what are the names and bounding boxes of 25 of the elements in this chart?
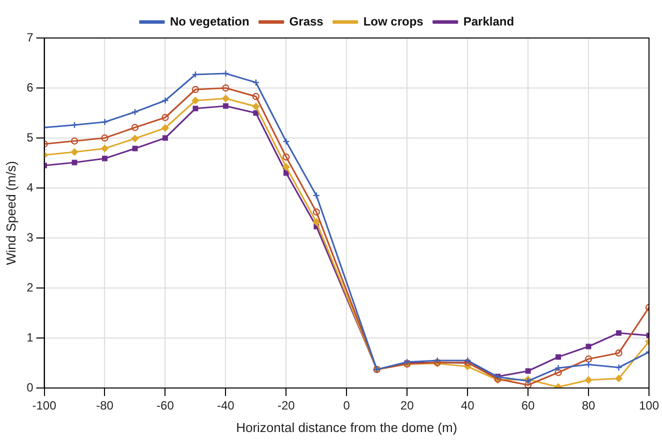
x-tick-label: 0	[343, 398, 350, 413]
y-tick-label: 4	[26, 180, 34, 194]
y-tick-label: 0	[26, 380, 34, 394]
x-tick-label: -60	[156, 398, 174, 413]
x-tick-label: -20	[277, 398, 296, 413]
x-tick-label: 100	[638, 398, 660, 413]
x-tick-label: -40	[217, 398, 235, 413]
x-tick-label: 40	[460, 398, 475, 413]
x-tick-label: 80	[582, 398, 596, 413]
y-axis-title: Wind Speed (m/s)	[3, 160, 18, 266]
legend-label: No vegetation	[170, 14, 250, 28]
x-axis-title: Horizontal distance from the dome (m)	[236, 420, 458, 435]
x-tick-label: 20	[400, 398, 414, 413]
legend-label: Parkland	[463, 14, 514, 28]
y-tick-label: 1	[26, 330, 34, 344]
y-tick-label: 2	[26, 280, 34, 294]
legend-label: Low crops	[363, 14, 424, 28]
x-tick-label: -100	[32, 398, 57, 413]
y-tick-label: 5	[26, 130, 34, 144]
y-tick-label: 7	[26, 30, 34, 44]
y-tick-label: 6	[26, 80, 34, 94]
y-tick-label: 3	[26, 230, 34, 244]
x-tick-label: -80	[96, 398, 114, 413]
x-tick-label: 60	[521, 398, 536, 413]
legend-label: Grass	[289, 14, 324, 28]
